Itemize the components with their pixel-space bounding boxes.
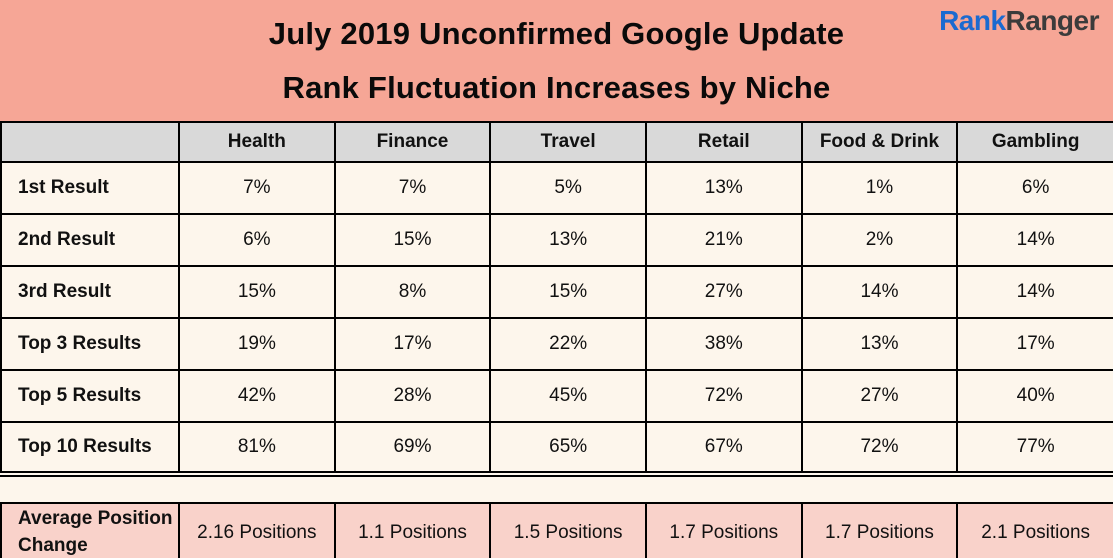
data-cell-top-5-results-food-drink: 27% [800, 369, 959, 423]
data-cell-top-5-results-retail: 72% [644, 369, 803, 423]
row-label: Top 3 Results [0, 317, 180, 371]
column-header-food-drink: Food & Drink [800, 121, 959, 163]
column-header-gambling: Gambling [956, 121, 1113, 163]
data-cell-top-3-results-travel: 22% [489, 317, 647, 371]
summary-row-label: Average Position Change [0, 502, 180, 558]
data-cell-1st-result-travel: 5% [489, 161, 647, 215]
data-cell-1st-result-finance: 7% [333, 161, 492, 215]
rankranger-logo: RankRanger [939, 7, 1099, 35]
data-cell-1st-result-health: 7% [178, 161, 336, 215]
data-cell-2nd-result-retail: 21% [644, 213, 803, 267]
data-cell-1st-result-retail: 13% [644, 161, 803, 215]
fluctuation-table-body: 1st Result 7% 7% 5% 13% 1% 6% 2nd Result 6% 15% 13… [0, 161, 1113, 477]
data-cell-2nd-result-food-drink: 2% [800, 213, 959, 267]
row-label: 1st Result [0, 161, 180, 215]
data-cell-3rd-result-health: 15% [178, 265, 336, 319]
header-row: Health Finance Travel Retail Food & Drink Gam… [0, 121, 1113, 163]
row-label: 3rd Result [0, 265, 180, 319]
data-cell-top-10-results-finance: 69% [333, 421, 492, 477]
row-label: Top 5 Results [0, 369, 180, 423]
data-cell-3rd-result-gambling: 14% [956, 265, 1113, 319]
row-label: Top 10 Results [0, 421, 180, 477]
summary-cell-finance: 1.1 Positions [333, 502, 492, 558]
table-row-top-10-results: Top 10 Results 81% 69% 65% 67% 72% 77% [0, 421, 1113, 477]
table-row-top-3-results: Top 3 Results 19% 17% 22% 38% 13% 17% [0, 317, 1113, 371]
column-header-retail: Retail [644, 121, 803, 163]
logo-text-ranger: Ranger [1005, 5, 1100, 36]
data-cell-top-5-results-gambling: 40% [956, 369, 1113, 423]
data-cell-top-5-results-health: 42% [178, 369, 336, 423]
spacer [0, 477, 1113, 502]
data-cell-top-3-results-finance: 17% [333, 317, 492, 371]
page-title-line-2: Rank Fluctuation Increases by Niche [282, 69, 831, 105]
column-header-finance: Finance [333, 121, 492, 163]
data-cell-2nd-result-travel: 13% [489, 213, 647, 267]
logo-text-rank: Rank [939, 5, 1006, 36]
data-cell-top-3-results-food-drink: 13% [800, 317, 959, 371]
summary-cell-gambling: 2.1 Positions [956, 502, 1113, 558]
data-cell-top-5-results-finance: 28% [333, 369, 492, 423]
summary-cell-health: 2.16 Positions [178, 502, 336, 558]
data-cell-top-3-results-retail: 38% [644, 317, 803, 371]
corner-cell [0, 121, 180, 163]
fluctuation-table: Health Finance Travel Retail Food & Drink Gam… [0, 121, 1113, 477]
data-cell-3rd-result-travel: 15% [489, 265, 647, 319]
table-row-top-5-results: Top 5 Results 42% 28% 45% 72% 27% 40% [0, 369, 1113, 423]
data-cell-2nd-result-finance: 15% [333, 213, 492, 267]
data-cell-top-10-results-retail: 67% [644, 421, 803, 477]
data-cell-2nd-result-gambling: 14% [956, 213, 1113, 267]
data-cell-top-5-results-travel: 45% [489, 369, 647, 423]
data-cell-top-10-results-gambling: 77% [956, 421, 1113, 477]
table-row-2nd-result: 2nd Result 6% 15% 13% 21% 2% 14% [0, 213, 1113, 267]
summary-table-body: Average Position Change 2.16 Positions 1.1… [0, 502, 1113, 558]
summary-cell-travel: 1.5 Positions [489, 502, 647, 558]
column-header-health: Health [178, 121, 336, 163]
data-cell-3rd-result-finance: 8% [333, 265, 492, 319]
data-cell-1st-result-food-drink: 1% [800, 161, 959, 215]
data-cell-3rd-result-retail: 27% [644, 265, 803, 319]
column-header-travel: Travel [489, 121, 647, 163]
summary-cell-food-drink: 1.7 Positions [800, 502, 959, 558]
summary-cell-retail: 1.7 Positions [644, 502, 803, 558]
table-row-1st-result: 1st Result 7% 7% 5% 13% 1% 6% [0, 161, 1113, 215]
page-title-line-1: July 2019 Unconfirmed Google Update [268, 15, 845, 51]
row-label: 2nd Result [0, 213, 180, 267]
data-cell-top-3-results-health: 19% [178, 317, 336, 371]
table-row-3rd-result: 3rd Result 15% 8% 15% 27% 14% 14% [0, 265, 1113, 319]
summary-table: Average Position Change 2.16 Positions 1.1… [0, 502, 1113, 558]
data-cell-3rd-result-food-drink: 14% [800, 265, 959, 319]
data-cell-2nd-result-health: 6% [178, 213, 336, 267]
data-cell-top-10-results-food-drink: 72% [800, 421, 959, 477]
header-banner: July 2019 Unconfirmed Google Update Rank… [0, 0, 1113, 121]
fluctuation-table-head: Health Finance Travel Retail Food & Drink Gam… [0, 121, 1113, 163]
data-cell-1st-result-gambling: 6% [956, 161, 1113, 215]
data-cell-top-3-results-gambling: 17% [956, 317, 1113, 371]
summary-row: Average Position Change 2.16 Positions 1.1… [0, 502, 1113, 558]
data-cell-top-10-results-travel: 65% [489, 421, 647, 477]
data-cell-top-10-results-health: 81% [178, 421, 336, 477]
